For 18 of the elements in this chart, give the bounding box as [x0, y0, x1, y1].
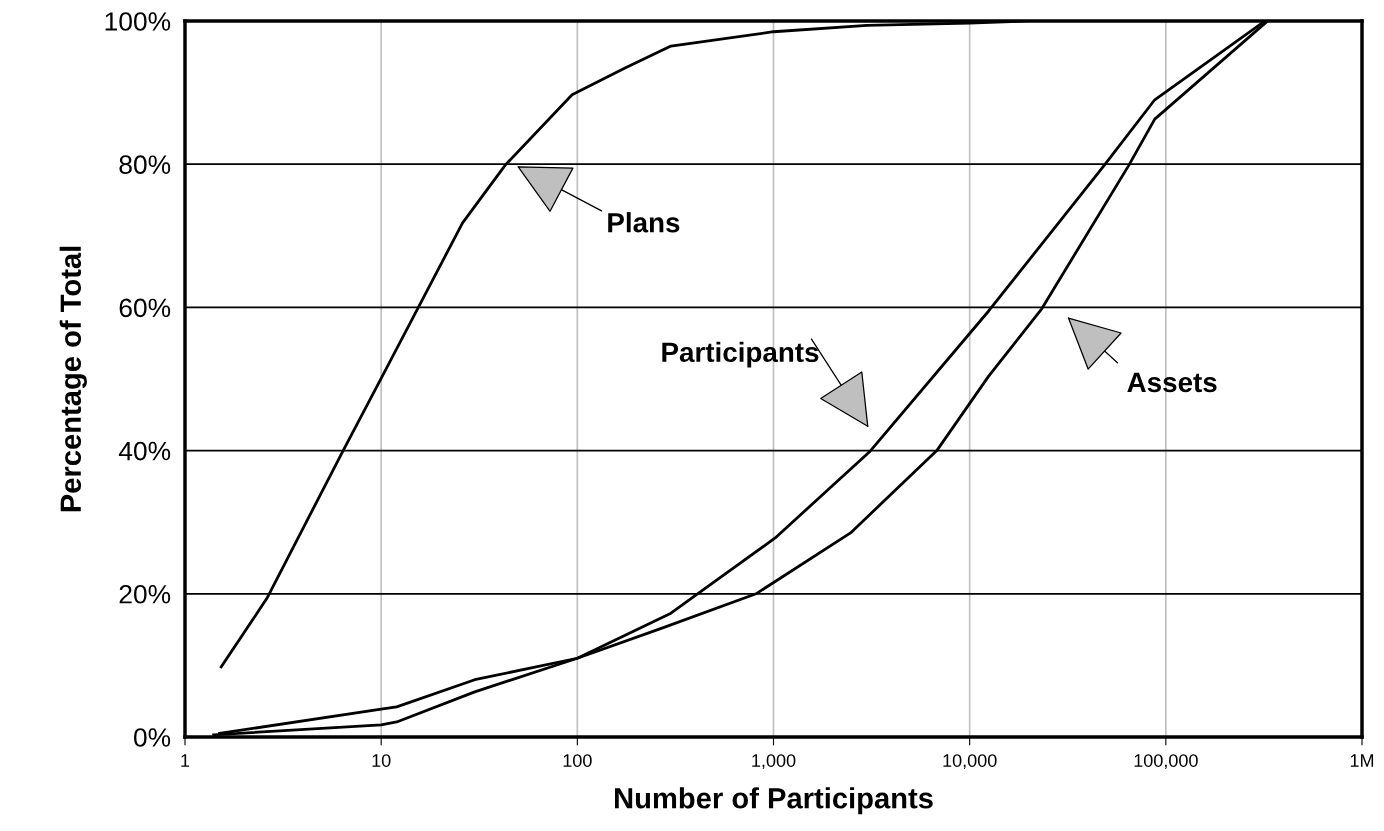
y-tick-label: 0% — [134, 728, 171, 747]
x-axis-title: Number of Participants — [615, 787, 933, 815]
y-tick-label: 100% — [105, 12, 171, 31]
y-axis-title: Percentage of Total — [59, 246, 87, 512]
y-tick-label: 60% — [119, 298, 171, 318]
x-tick-label: 100 — [563, 754, 592, 767]
annotation: Plans — [608, 212, 680, 233]
y-tick-label: 40% — [118, 441, 171, 461]
annotation: Assets — [1127, 372, 1217, 393]
x-tick-label: 1,000 — [752, 754, 796, 770]
x-tick-label: 10,000 — [943, 754, 997, 770]
x-tick-label: 1 — [181, 754, 190, 767]
x-tick-label: 1M — [1350, 754, 1374, 767]
y-tick-label: 20% — [119, 584, 171, 604]
annotation: Participants — [662, 341, 819, 368]
x-tick-label: 100,000 — [1134, 754, 1198, 770]
x-tick-label: 10 — [372, 754, 391, 767]
y-tick-label: 80% — [119, 155, 171, 175]
